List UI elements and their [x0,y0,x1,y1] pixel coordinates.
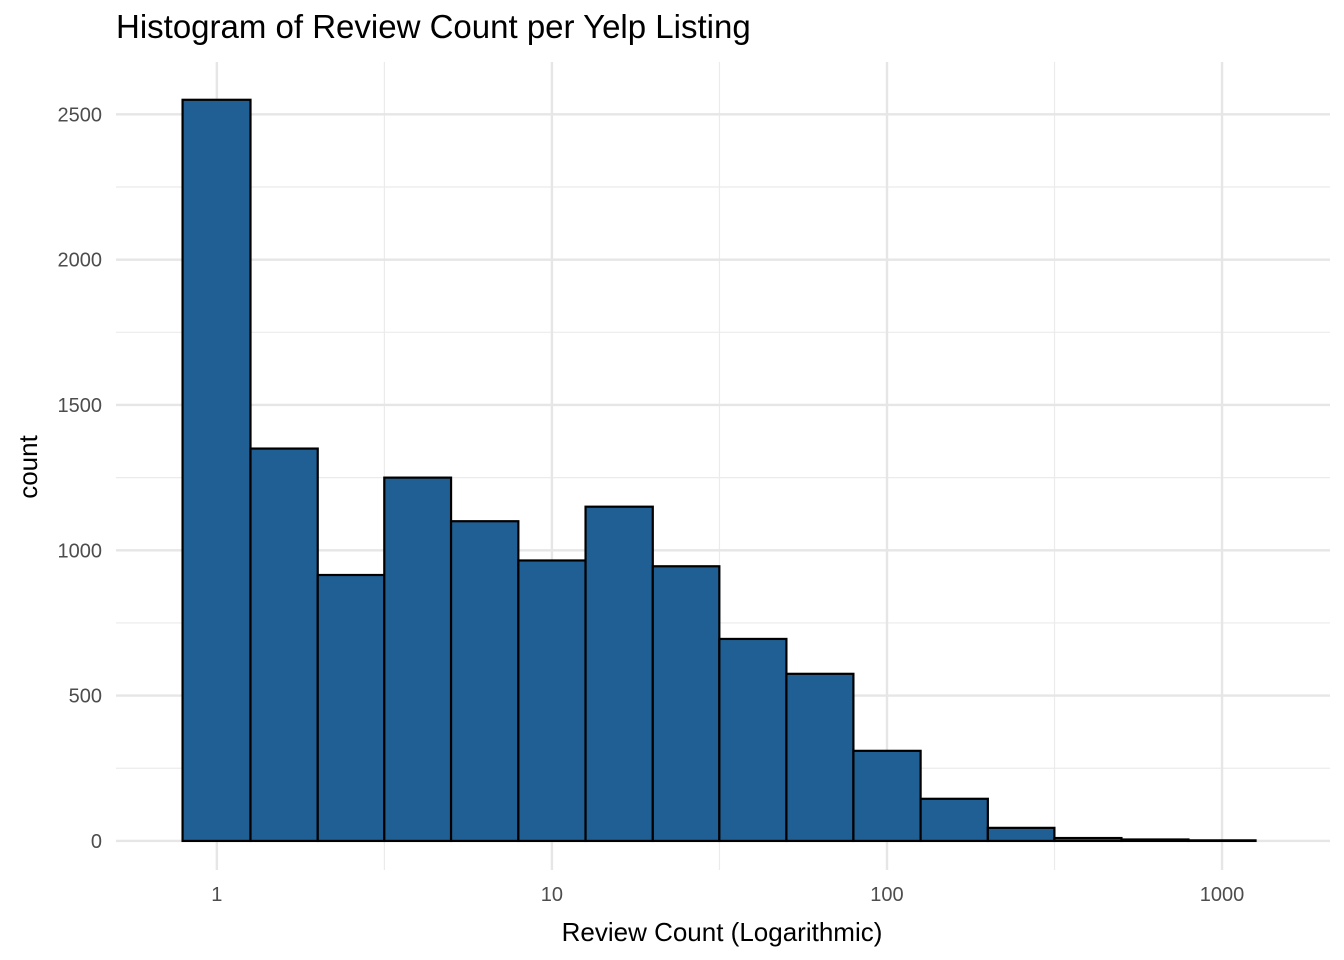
y-tick-label: 1000 [58,540,103,562]
y-axis-ticks: 0 500 1000 1500 2000 2500 [58,104,103,853]
x-tick-label: 100 [870,884,903,906]
histogram-bar [919,797,989,843]
histogram-bar [986,826,1056,843]
x-tick-label: 1000 [1200,884,1245,906]
histogram-bar [1053,836,1123,843]
x-axis-title: Review Count (Logarithmic) [562,917,883,947]
x-tick-label: 1 [211,884,222,906]
y-tick-label: 1500 [58,395,103,417]
histogram-bar [651,565,721,843]
histogram-bar [785,672,855,843]
histogram-bar [249,447,319,843]
y-tick-label: 2000 [58,250,103,272]
histogram-bar [517,559,587,843]
x-tick-label: 10 [541,884,563,906]
histogram-bar [1120,838,1190,843]
y-axis-title: count [13,434,43,498]
y-tick-label: 0 [91,831,102,853]
histogram-bar [181,98,252,843]
histogram-bar [316,573,386,843]
histogram-bar [1187,839,1257,843]
histogram-bar [718,637,788,843]
y-tick-label: 2500 [58,104,103,126]
x-axis-ticks: 1 10 100 1000 [211,884,1244,906]
chart-title: Histogram of Review Count per Yelp Listi… [116,8,751,45]
histogram-bar [584,505,654,843]
y-tick-label: 500 [69,686,102,708]
histogram-bar [852,749,922,843]
histogram-bar [449,520,520,843]
histogram-bars [181,98,1257,843]
histogram-bar [383,476,453,843]
